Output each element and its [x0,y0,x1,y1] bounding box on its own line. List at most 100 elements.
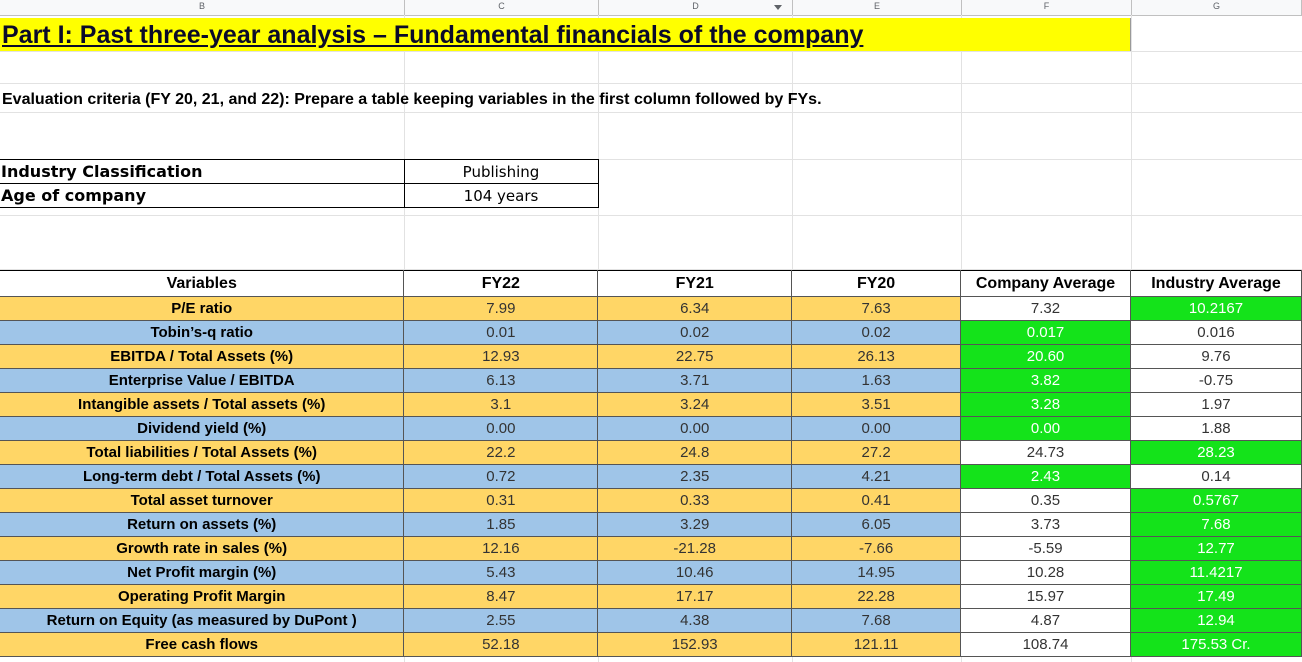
fy22-cell[interactable]: 7.99 [403,296,599,321]
variable-cell[interactable]: P/E ratio [0,296,405,321]
title-cell[interactable]: Part I: Past three-year analysis – Funda… [0,18,1131,51]
fy21-cell[interactable]: 3.29 [597,512,793,537]
company-average-cell[interactable]: 15.97 [960,584,1131,609]
fy20-cell[interactable]: -7.66 [791,536,962,561]
fy22-cell[interactable]: 8.47 [403,584,599,609]
fy22-cell[interactable]: 6.13 [403,368,599,393]
fy20-cell[interactable]: 7.63 [791,296,962,321]
industry-average-cell[interactable]: 9.76 [1130,344,1302,369]
variable-cell[interactable]: Free cash flows [0,632,405,657]
fy21-cell[interactable]: 24.8 [597,440,793,465]
fy21-cell[interactable]: 3.71 [597,368,793,393]
fy20-cell[interactable]: 121.11 [791,632,962,657]
industry-classification-value[interactable]: Publishing [403,159,599,184]
fy21-cell[interactable]: 3.24 [597,392,793,417]
variable-cell[interactable]: Net Profit margin (%) [0,560,405,585]
industry-average-cell[interactable]: 175.53 Cr. [1130,632,1302,657]
industry-average-cell[interactable]: 0.14 [1130,464,1302,489]
industry-average-cell[interactable]: 10.2167 [1130,296,1302,321]
variable-cell[interactable]: Return on assets (%) [0,512,405,537]
fy22-cell[interactable]: 0.31 [403,488,599,513]
variable-cell[interactable]: Tobin’s-q ratio [0,320,405,345]
fy21-cell[interactable]: 2.35 [597,464,793,489]
header-fy21[interactable]: FY21 [597,270,793,297]
column-header-e[interactable]: E [793,0,962,15]
variable-cell[interactable]: Operating Profit Margin [0,584,405,609]
industry-average-cell[interactable]: 17.49 [1130,584,1302,609]
age-of-company-value[interactable]: 104 years [403,183,599,208]
industry-average-cell[interactable]: 12.94 [1130,608,1302,633]
fy20-cell[interactable]: 14.95 [791,560,962,585]
industry-average-cell[interactable]: -0.75 [1130,368,1302,393]
company-average-cell[interactable]: 20.60 [960,344,1131,369]
fy21-cell[interactable]: 4.38 [597,608,793,633]
fy22-cell[interactable]: 52.18 [403,632,599,657]
industry-average-cell[interactable]: 12.77 [1130,536,1302,561]
fy21-cell[interactable]: 10.46 [597,560,793,585]
fy22-cell[interactable]: 2.55 [403,608,599,633]
company-average-cell[interactable]: 10.28 [960,560,1131,585]
company-average-cell[interactable]: 3.28 [960,392,1131,417]
column-dropdown-icon[interactable] [774,5,782,10]
industry-average-cell[interactable]: 28.23 [1130,440,1302,465]
fy20-cell[interactable]: 4.21 [791,464,962,489]
fy22-cell[interactable]: 0.72 [403,464,599,489]
variable-cell[interactable]: Total asset turnover [0,488,405,513]
column-header-b[interactable]: B [0,0,405,15]
fy22-cell[interactable]: 3.1 [403,392,599,417]
fy20-cell[interactable]: 0.41 [791,488,962,513]
variable-cell[interactable]: EBITDA / Total Assets (%) [0,344,405,369]
industry-average-cell[interactable]: 7.68 [1130,512,1302,537]
fy22-cell[interactable]: 12.93 [403,344,599,369]
fy20-cell[interactable]: 0.02 [791,320,962,345]
company-average-cell[interactable]: 2.43 [960,464,1131,489]
industry-average-cell[interactable]: 11.4217 [1130,560,1302,585]
fy21-cell[interactable]: -21.28 [597,536,793,561]
fy21-cell[interactable]: 0.02 [597,320,793,345]
fy20-cell[interactable]: 6.05 [791,512,962,537]
fy22-cell[interactable]: 0.00 [403,416,599,441]
header-industry-average[interactable]: Industry Average [1130,270,1302,297]
industry-classification-label[interactable]: Industry Classification [0,159,405,184]
column-header-c[interactable]: C [405,0,599,15]
fy21-cell[interactable]: 0.33 [597,488,793,513]
fy20-cell[interactable]: 26.13 [791,344,962,369]
column-header-f[interactable]: F [962,0,1132,15]
fy21-cell[interactable]: 152.93 [597,632,793,657]
company-average-cell[interactable]: 0.017 [960,320,1131,345]
fy20-cell[interactable]: 27.2 [791,440,962,465]
header-fy22[interactable]: FY22 [403,270,599,297]
header-variables[interactable]: Variables [0,270,405,297]
industry-average-cell[interactable]: 0.016 [1130,320,1302,345]
header-fy20[interactable]: FY20 [791,270,962,297]
fy21-cell[interactable]: 0.00 [597,416,793,441]
column-header-g[interactable]: G [1132,0,1302,15]
age-of-company-label[interactable]: Age of company [0,183,405,208]
industry-average-cell[interactable]: 1.97 [1130,392,1302,417]
company-average-cell[interactable]: 3.73 [960,512,1131,537]
variable-cell[interactable]: Long-term debt / Total Assets (%) [0,464,405,489]
fy22-cell[interactable]: 5.43 [403,560,599,585]
company-average-cell[interactable]: 24.73 [960,440,1131,465]
company-average-cell[interactable]: 108.74 [960,632,1131,657]
fy20-cell[interactable]: 7.68 [791,608,962,633]
fy21-cell[interactable]: 6.34 [597,296,793,321]
fy22-cell[interactable]: 12.16 [403,536,599,561]
industry-average-cell[interactable]: 1.88 [1130,416,1302,441]
sheet-grid[interactable]: Part I: Past three-year analysis – Funda… [0,15,1302,662]
company-average-cell[interactable]: 4.87 [960,608,1131,633]
company-average-cell[interactable]: 7.32 [960,296,1131,321]
company-average-cell[interactable]: -5.59 [960,536,1131,561]
company-average-cell[interactable]: 0.35 [960,488,1131,513]
variable-cell[interactable]: Total liabilities / Total Assets (%) [0,440,405,465]
fy21-cell[interactable]: 22.75 [597,344,793,369]
header-company-average[interactable]: Company Average [960,270,1131,297]
fy22-cell[interactable]: 1.85 [403,512,599,537]
industry-average-cell[interactable]: 0.5767 [1130,488,1302,513]
fy20-cell[interactable]: 22.28 [791,584,962,609]
fy20-cell[interactable]: 3.51 [791,392,962,417]
fy20-cell[interactable]: 0.00 [791,416,962,441]
fy22-cell[interactable]: 0.01 [403,320,599,345]
variable-cell[interactable]: Return on Equity (as measured by DuPont … [0,608,405,633]
fy21-cell[interactable]: 17.17 [597,584,793,609]
